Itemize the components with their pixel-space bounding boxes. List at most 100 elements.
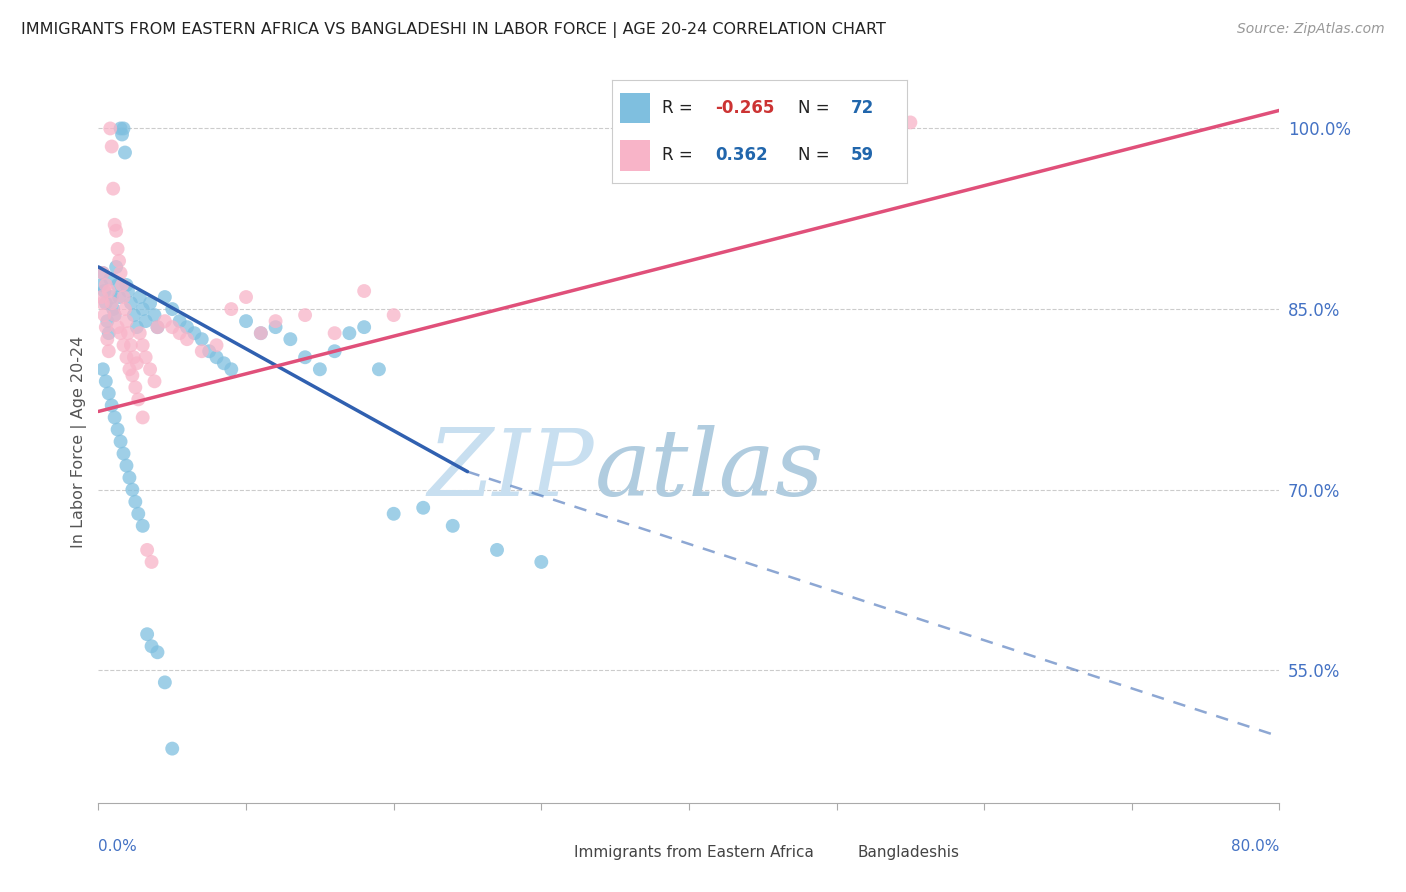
Point [139, 296, 162, 310]
Point [900, 115, 922, 129]
Point [136, 542, 159, 557]
Point [93, 308, 115, 322]
Point [100, 139, 122, 153]
Point [132, 338, 155, 352]
Point [153, 314, 176, 328]
Text: atlas: atlas [595, 425, 824, 516]
Point [105, 224, 128, 238]
Point [353, 320, 375, 334]
Point [191, 344, 214, 359]
Text: 72: 72 [851, 99, 875, 117]
Point [143, 375, 166, 389]
Point [107, 423, 129, 437]
Text: R =: R = [662, 146, 703, 164]
Point [108, 290, 131, 304]
Text: IMMIGRANTS FROM EASTERN AFRICA VS BANGLADESHI IN LABOR FORCE | AGE 20-24 CORRELA: IMMIGRANTS FROM EASTERN AFRICA VS BANGLA… [21, 22, 886, 38]
Point [115, 277, 138, 292]
FancyBboxPatch shape [620, 140, 650, 170]
Point [110, 326, 132, 341]
Point [136, 627, 159, 641]
Point [91, 362, 114, 376]
Point [162, 741, 183, 756]
Point [146, 645, 169, 659]
Point [114, 301, 136, 317]
Point [104, 410, 127, 425]
FancyBboxPatch shape [620, 93, 650, 123]
Point [107, 320, 129, 334]
Point [264, 320, 287, 334]
Point [120, 338, 142, 352]
Point [94, 375, 117, 389]
Text: ZIP: ZIP [427, 425, 595, 516]
Point [146, 320, 169, 334]
Text: -0.265: -0.265 [716, 99, 775, 117]
Point [91, 266, 114, 280]
Point [141, 555, 163, 569]
Point [110, 434, 132, 449]
Text: 0.362: 0.362 [716, 146, 768, 164]
Point [264, 314, 287, 328]
Point [100, 290, 122, 304]
Point [139, 362, 162, 376]
Point [120, 296, 142, 310]
Point [96, 314, 118, 328]
Point [97, 344, 120, 359]
Text: Immigrants from Eastern Africa: Immigrants from Eastern Africa [574, 846, 814, 860]
Point [115, 314, 138, 328]
Text: N =: N = [797, 99, 835, 117]
Point [90, 290, 112, 304]
Point [115, 350, 138, 364]
Point [104, 308, 127, 322]
Point [90, 277, 112, 292]
Point [250, 326, 273, 341]
Point [121, 368, 143, 383]
Point [111, 277, 134, 292]
Point [100, 398, 122, 412]
Point [205, 338, 228, 352]
Point [103, 301, 125, 317]
Point [143, 308, 166, 322]
Point [93, 284, 115, 298]
Point [122, 308, 145, 322]
Point [191, 332, 214, 346]
Point [112, 121, 135, 136]
Point [117, 284, 139, 298]
Point [153, 675, 176, 690]
Point [339, 326, 361, 341]
Point [221, 301, 243, 317]
Point [135, 350, 157, 364]
Point [91, 266, 114, 280]
Point [107, 277, 129, 292]
Point [107, 242, 129, 256]
Point [118, 471, 141, 485]
Point [530, 555, 553, 569]
Point [125, 320, 148, 334]
Y-axis label: In Labor Force | Age 20-24: In Labor Force | Age 20-24 [72, 335, 87, 548]
Point [141, 639, 163, 653]
Text: 80.0%: 80.0% [1232, 838, 1279, 854]
Point [169, 314, 191, 328]
Point [124, 380, 146, 394]
Point [108, 254, 131, 268]
Point [382, 507, 405, 521]
Point [110, 266, 132, 280]
Point [132, 410, 155, 425]
Point [91, 296, 114, 310]
Point [235, 314, 257, 328]
Point [121, 483, 143, 497]
Point [100, 296, 122, 310]
Point [117, 326, 139, 341]
Point [128, 290, 150, 304]
Point [205, 350, 228, 364]
Point [486, 542, 509, 557]
Point [98, 121, 121, 136]
Point [294, 350, 316, 364]
Text: 0.0%: 0.0% [98, 838, 138, 854]
Point [294, 308, 316, 322]
Point [128, 326, 150, 341]
Point [323, 326, 346, 341]
Point [169, 326, 191, 341]
Point [235, 290, 257, 304]
Point [105, 260, 128, 274]
Point [110, 121, 132, 136]
